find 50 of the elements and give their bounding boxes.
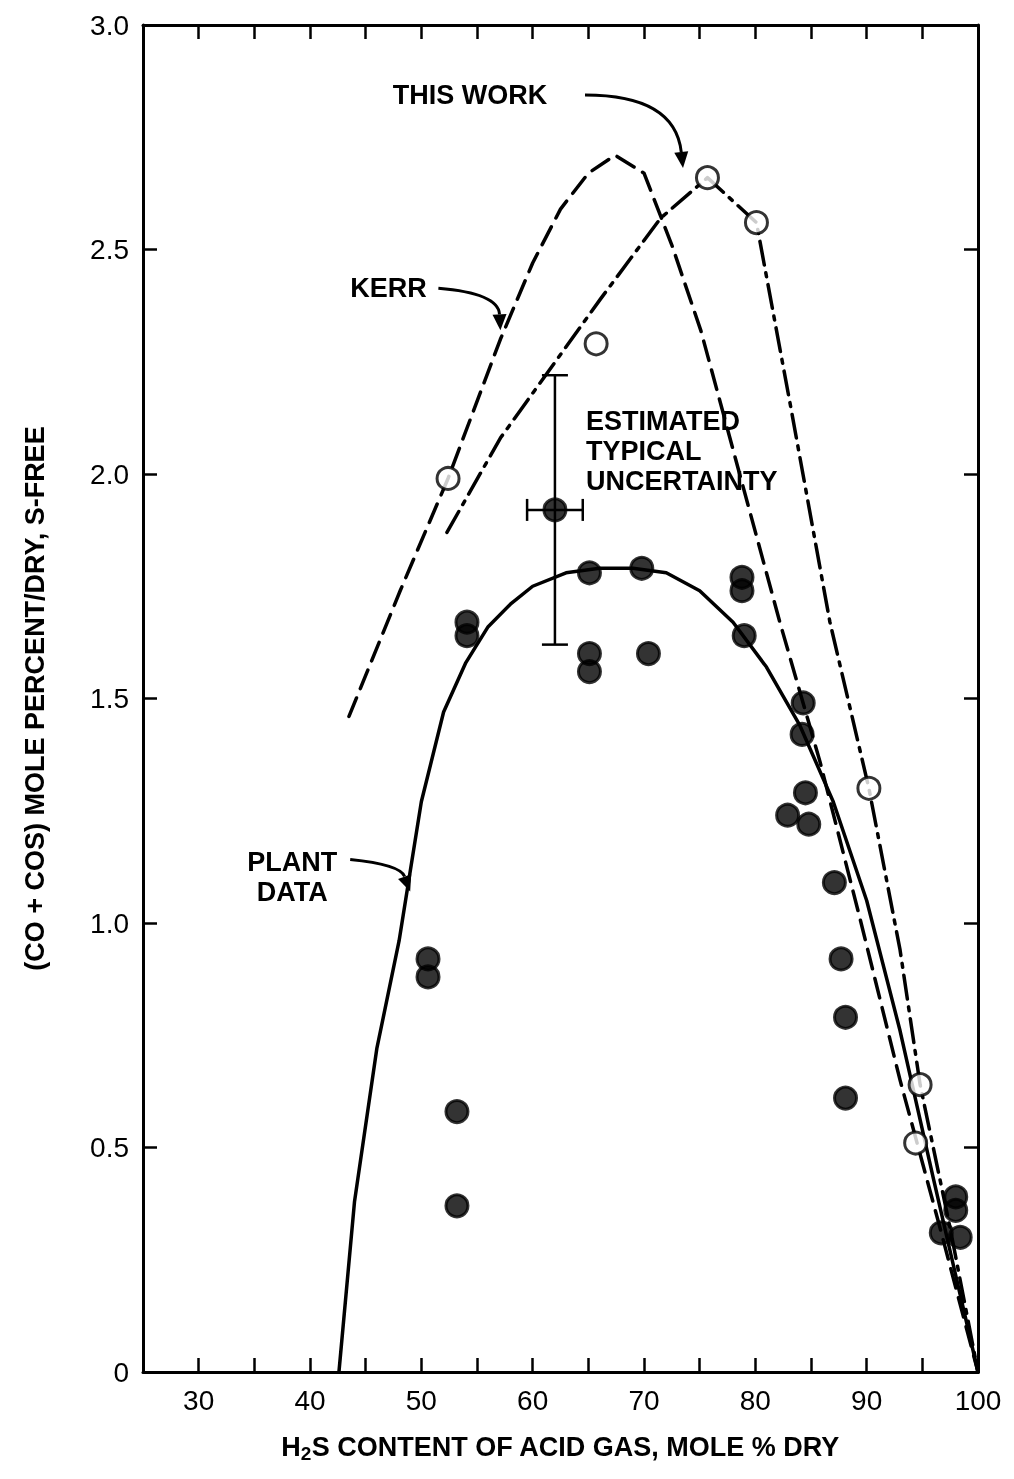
point [542, 497, 568, 523]
point [629, 555, 655, 581]
x-tick-label: 80 [739, 1384, 771, 1416]
y-tick-label: 1.5 [90, 683, 129, 714]
annotation: PLANT DATA [247, 846, 338, 907]
point [415, 964, 441, 990]
point [828, 946, 854, 972]
point [775, 802, 801, 828]
point [635, 641, 661, 667]
point [576, 560, 602, 586]
x-tick-label: 90 [851, 1384, 883, 1416]
point [444, 1193, 470, 1219]
point [943, 1197, 969, 1223]
y-axis-title: (CO + COS) MOLE PERCENT/DRY, S-FREE [19, 426, 50, 971]
point [821, 870, 847, 896]
y-tick-label: 2.0 [90, 458, 129, 490]
point [856, 775, 882, 801]
annotation: ESTIMATED TYPICAL UNCERTAINTY [585, 405, 778, 496]
point [444, 1099, 470, 1125]
point [694, 165, 720, 191]
annotation: KERR [350, 273, 427, 304]
point [796, 811, 822, 837]
x-tick-label: 60 [517, 1384, 549, 1416]
point [903, 1130, 929, 1156]
annotation: THIS WORK [392, 80, 548, 110]
y-tick-label: 1.0 [90, 907, 129, 939]
y-tick-label: 3.0 [90, 9, 129, 41]
point [792, 780, 818, 806]
x-tick-label: 70 [628, 1384, 660, 1416]
x-tick-label: 30 [183, 1384, 215, 1416]
y-tick-label: 2.5 [90, 234, 129, 265]
point [743, 210, 769, 236]
point [790, 690, 816, 716]
point [907, 1072, 933, 1098]
point [454, 623, 480, 649]
y-tick-label: 0.5 [90, 1132, 129, 1163]
point [729, 578, 755, 604]
point [928, 1220, 954, 1246]
point [435, 466, 461, 491]
point [789, 721, 815, 747]
point [731, 623, 757, 649]
y-tick-label: 0 [113, 1356, 129, 1388]
point [947, 1224, 973, 1250]
point [833, 1085, 859, 1111]
x-tick-label: 100 [954, 1384, 1002, 1416]
point [833, 1004, 859, 1030]
point [583, 331, 609, 357]
x-tick-label: 50 [405, 1384, 437, 1416]
point [576, 659, 602, 685]
x-tick-label: 40 [294, 1384, 326, 1416]
